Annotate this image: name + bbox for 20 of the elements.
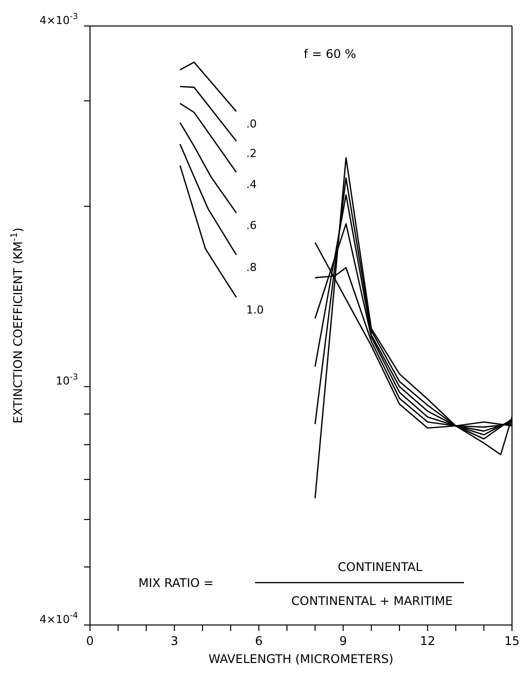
series-label: .4 <box>246 178 257 192</box>
series-label: 1.0 <box>246 303 264 316</box>
y-tick-label: 4×10$^{-4}$ <box>40 610 78 626</box>
x-tick-label: 9 <box>339 634 348 648</box>
series-label: .8 <box>246 260 257 274</box>
y-tick-label: 10$^{-3}$ <box>56 372 78 388</box>
x-tick-label: 3 <box>170 634 178 648</box>
x-tick-label: 6 <box>254 634 263 648</box>
x-axis-title: WAVELENGTH (MICROMETERS) <box>208 652 394 666</box>
series-label: .2 <box>246 147 257 160</box>
x-tick-label: 0 <box>86 634 94 648</box>
annotation: CONTINENTAL + MARITIME <box>291 594 453 608</box>
y-tick-label: 4×10$^{-3}$ <box>40 11 78 27</box>
annotation: CONTINENTAL <box>338 560 423 574</box>
series-label: .6 <box>246 218 257 232</box>
annotation: MIX RATIO = <box>138 576 214 590</box>
annotation: f = 60 % <box>304 47 356 61</box>
x-tick-label: 12 <box>420 634 436 648</box>
series-label: .0 <box>246 117 257 130</box>
x-tick-label: 15 <box>504 634 520 648</box>
